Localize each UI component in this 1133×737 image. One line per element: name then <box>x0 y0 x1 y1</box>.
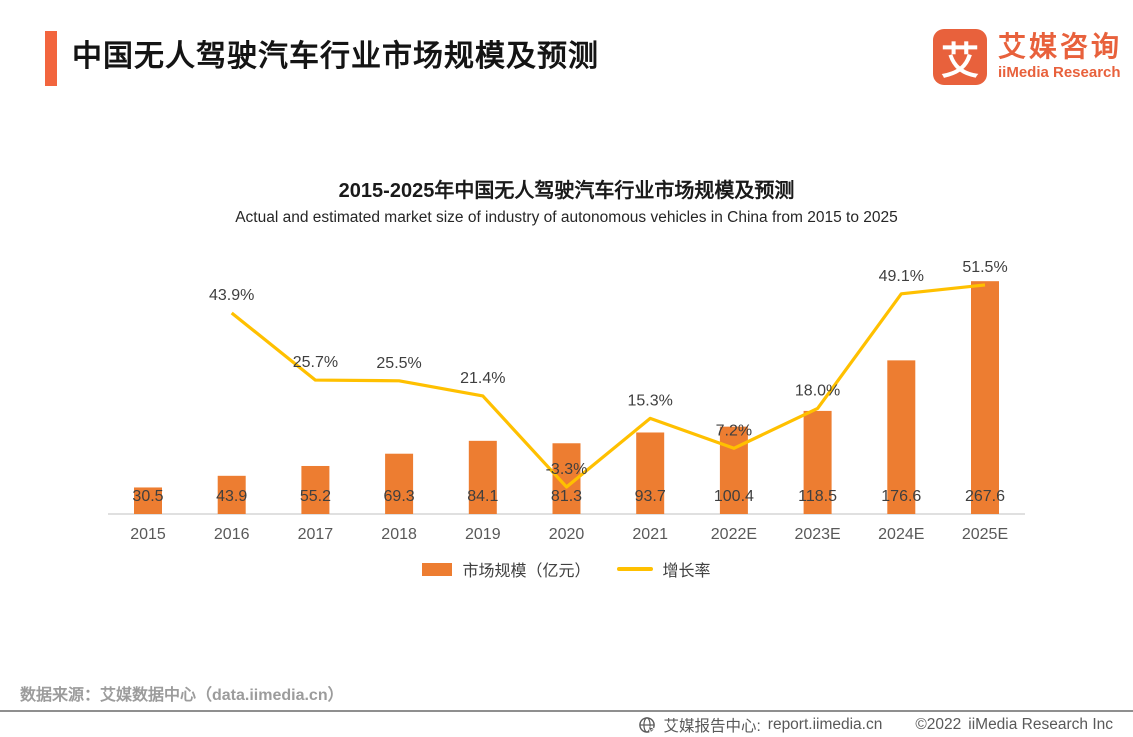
x-label-2023E: 2023E <box>794 526 840 543</box>
logo-glyph: 艾 <box>940 40 979 83</box>
legend-line-label: 增长率 <box>662 563 711 580</box>
bar-2018 <box>385 453 414 514</box>
page-footer: 艾媒报告中心: report.iimedia.cn ©2022 iiMedia … <box>0 710 1133 737</box>
growth-rate-label: 7.2% <box>716 422 752 439</box>
x-label-2022E: 2022E <box>711 526 757 543</box>
bar-2020 <box>552 443 581 514</box>
bar-value-label-2024E: 176.6 <box>881 488 921 505</box>
bar-2016 <box>217 475 246 514</box>
x-label-2020: 2020 <box>549 526 585 543</box>
x-label-2019: 2019 <box>465 526 501 543</box>
bar-value-label-2017: 55.2 <box>300 488 331 505</box>
bar-value-label-2023E: 118.5 <box>798 488 837 505</box>
x-label-2016: 2016 <box>214 526 250 543</box>
growth-rate-line <box>230 283 986 489</box>
data-source: 数据来源：艾媒数据中心（data.iimedia.cn） <box>20 687 344 704</box>
bar-2025E <box>971 281 999 514</box>
bar-2021 <box>636 432 665 514</box>
copyright-year: ©2022 <box>915 715 962 733</box>
chart-title: 2015-2025年中国无人驾驶汽车行业市场规模及预测 <box>338 180 795 202</box>
growth-rate-label: 15.3% <box>628 392 673 409</box>
report-center-label: 艾媒报告中心: <box>663 717 761 735</box>
bar-value-label-2021: 93.7 <box>635 488 666 505</box>
bar-value-label-2016: 43.9 <box>216 488 247 505</box>
brand-name-cn: 艾媒咨询 <box>998 31 1123 62</box>
bar-value-label-2018: 69.3 <box>384 488 415 505</box>
legend-bar-label: 市场规模（亿元） <box>462 563 591 580</box>
x-label-2017: 2017 <box>298 526 334 543</box>
legend-line-swatch <box>616 567 653 571</box>
iimedia-logo-icon: 艾 <box>933 29 987 85</box>
growth-rate-label: 18.0% <box>795 382 840 399</box>
legend-bar-swatch <box>422 562 453 576</box>
bar-2017 <box>301 465 330 514</box>
bar-value-label-2025E: 267.6 <box>965 488 1005 505</box>
growth-rate-label: 49.1% <box>879 268 924 285</box>
bar-value-label-2022E: 100.4 <box>714 488 754 505</box>
brand-text: 艾媒咨询 iiMedia Research <box>998 29 1122 81</box>
bar-2019 <box>468 440 497 514</box>
title-accent-bar <box>45 31 57 86</box>
report-center-url[interactable]: report.iimedia.cn <box>767 715 883 733</box>
page-title: 中国无人驾驶汽车行业市场规模及预测 <box>72 40 599 73</box>
brand-name-en: iiMedia Research <box>998 64 1121 81</box>
globe-icon <box>639 716 657 734</box>
bar-value-label-2020: 81.3 <box>551 488 582 505</box>
bar-2023E <box>803 410 832 514</box>
x-label-2024E: 2024E <box>878 526 924 543</box>
bar-value-label-2019: 84.1 <box>467 488 498 505</box>
growth-rate-label: -3.3% <box>546 461 588 478</box>
x-label-2021: 2021 <box>632 526 668 543</box>
bar-2022E <box>719 426 748 514</box>
x-label-2015: 2015 <box>130 526 166 543</box>
bar-2024E <box>887 360 916 514</box>
brand-logo: 艾 艾媒咨询 iiMedia Research <box>933 29 1122 85</box>
growth-rate-label: 21.4% <box>460 370 505 387</box>
chart-legend: 市场规模（亿元） 增长率 <box>0 557 1133 581</box>
chart-subtitle: Actual and estimated market size of indu… <box>235 209 898 226</box>
growth-rate-label: 51.5% <box>962 259 1007 276</box>
x-label-2018: 2018 <box>381 526 417 543</box>
growth-rate-label: 43.9% <box>209 287 254 304</box>
growth-rate-label: 25.7% <box>293 354 338 371</box>
x-label-2025E: 2025E <box>962 526 1008 543</box>
bar-value-label-2015: 30.5 <box>132 488 163 505</box>
growth-rate-label: 25.5% <box>376 355 421 372</box>
bar-2015 <box>134 487 162 514</box>
company-name: iiMedia Research Inc <box>968 715 1113 733</box>
